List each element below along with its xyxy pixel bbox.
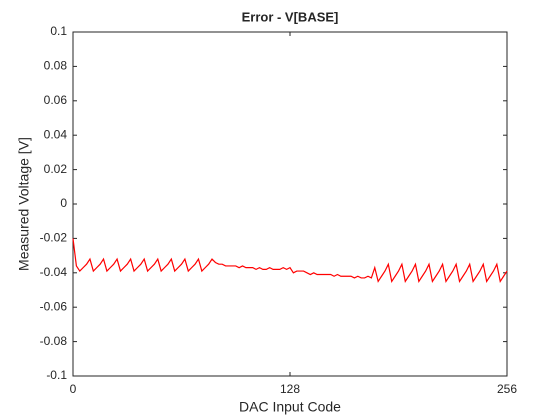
y-tick-label: -0.08 <box>40 334 68 348</box>
y-tick-label: 0.04 <box>44 127 68 141</box>
x-tick-label: 0 <box>70 382 77 396</box>
y-tick-label: -0.02 <box>40 231 68 245</box>
plot-area <box>72 31 508 377</box>
x-tick-label: 256 <box>497 382 517 396</box>
y-tick-label: 0.06 <box>44 93 68 107</box>
x-tick-label: 128 <box>280 382 300 396</box>
y-tick-label: 0.02 <box>44 162 68 176</box>
x-axis-label: DAC Input Code <box>239 399 341 415</box>
y-tick-label: -0.06 <box>40 299 68 313</box>
y-tick-label: -0.04 <box>40 265 68 279</box>
y-axis-label: Measured Voltage [V] <box>16 137 32 271</box>
y-tick-label: 0.1 <box>50 24 67 38</box>
y-tick-label: 0 <box>60 196 67 210</box>
data-line <box>72 238 508 283</box>
y-tick-label: -0.1 <box>46 368 67 382</box>
y-tick-label: 0.08 <box>44 59 68 73</box>
chart-title: Error - V[BASE] <box>242 9 339 24</box>
